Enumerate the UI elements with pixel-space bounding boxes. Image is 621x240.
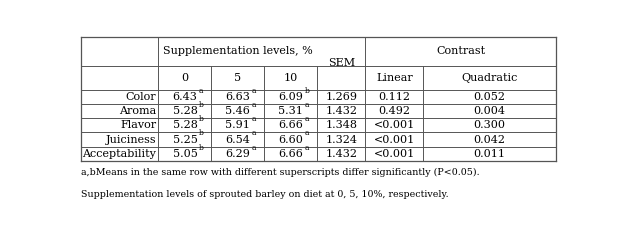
- Text: 5.91: 5.91: [225, 120, 250, 130]
- Text: 0.042: 0.042: [474, 135, 505, 144]
- Text: <0.001: <0.001: [374, 149, 415, 159]
- Text: 6.66: 6.66: [278, 120, 303, 130]
- Text: 1.324: 1.324: [325, 135, 357, 144]
- Text: <0.001: <0.001: [374, 135, 415, 144]
- Text: 0.004: 0.004: [474, 106, 505, 116]
- Text: 0: 0: [181, 73, 189, 83]
- Text: a: a: [304, 129, 309, 137]
- Text: 10: 10: [284, 73, 298, 83]
- Text: Aroma: Aroma: [119, 106, 156, 116]
- Text: 1.348: 1.348: [325, 120, 357, 130]
- Text: b: b: [199, 101, 204, 109]
- Text: 6.66: 6.66: [278, 149, 303, 159]
- Text: 6.60: 6.60: [278, 135, 303, 144]
- Text: a: a: [199, 87, 203, 95]
- Text: 0.492: 0.492: [378, 106, 410, 116]
- Text: 5.28: 5.28: [173, 106, 197, 116]
- Text: Acceptability: Acceptability: [82, 149, 156, 159]
- Text: a: a: [252, 87, 256, 95]
- Text: 1.432: 1.432: [325, 149, 357, 159]
- Text: Contrast: Contrast: [436, 46, 485, 56]
- Text: 5.05: 5.05: [173, 149, 197, 159]
- Text: 5.46: 5.46: [225, 106, 250, 116]
- Text: Linear: Linear: [376, 73, 413, 83]
- Text: 0.300: 0.300: [474, 120, 505, 130]
- Text: a: a: [304, 115, 309, 123]
- Text: a,bMeans in the same row with different superscripts differ significantly (P<0.0: a,bMeans in the same row with different …: [81, 168, 480, 177]
- Text: 6.09: 6.09: [278, 92, 303, 102]
- Text: b: b: [304, 87, 309, 95]
- Text: 6.54: 6.54: [225, 135, 250, 144]
- Text: b: b: [199, 115, 204, 123]
- Text: Flavor: Flavor: [120, 120, 156, 130]
- Text: 0.052: 0.052: [474, 92, 505, 102]
- Text: b: b: [199, 144, 204, 152]
- Text: Quadratic: Quadratic: [461, 73, 518, 83]
- Text: SEM: SEM: [328, 59, 355, 68]
- Text: 5.28: 5.28: [173, 120, 197, 130]
- Text: 0.011: 0.011: [474, 149, 505, 159]
- Text: a: a: [252, 101, 256, 109]
- Text: <0.001: <0.001: [374, 120, 415, 130]
- Text: b: b: [199, 129, 204, 137]
- Text: a: a: [304, 144, 309, 152]
- Text: Supplementation levels of sprouted barley on diet at 0, 5, 10%, respectively.: Supplementation levels of sprouted barle…: [81, 190, 449, 198]
- Text: 5.25: 5.25: [173, 135, 197, 144]
- Text: Juiciness: Juiciness: [106, 135, 156, 144]
- Text: Color: Color: [125, 92, 156, 102]
- Text: a: a: [252, 129, 256, 137]
- Text: 6.43: 6.43: [173, 92, 197, 102]
- Text: 1.269: 1.269: [325, 92, 357, 102]
- Text: a: a: [304, 101, 309, 109]
- Text: 5.31: 5.31: [278, 106, 303, 116]
- Text: a: a: [252, 115, 256, 123]
- Text: 6.63: 6.63: [225, 92, 250, 102]
- Text: 6.29: 6.29: [225, 149, 250, 159]
- Text: Supplementation levels, %: Supplementation levels, %: [163, 46, 313, 56]
- Text: 1.432: 1.432: [325, 106, 357, 116]
- Text: a: a: [252, 144, 256, 152]
- Text: 0.112: 0.112: [378, 92, 410, 102]
- Text: 5: 5: [234, 73, 242, 83]
